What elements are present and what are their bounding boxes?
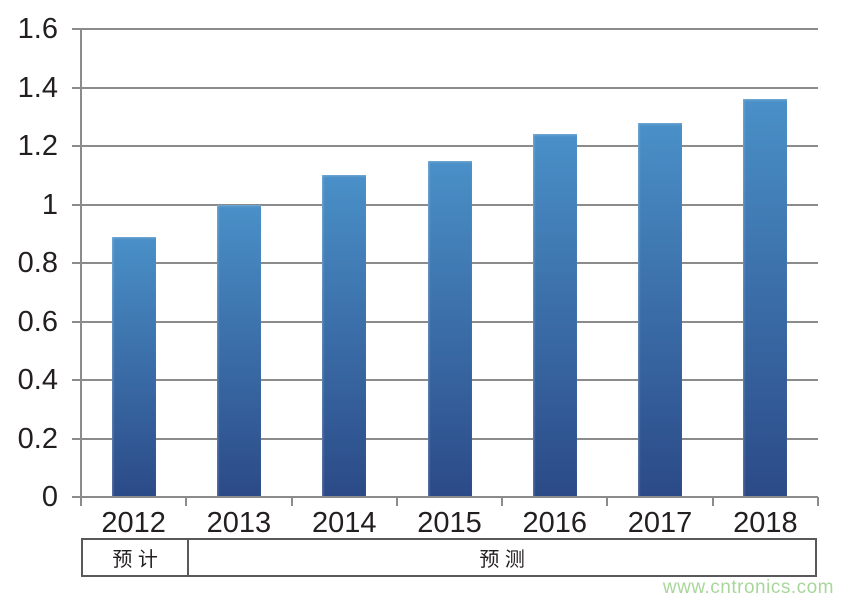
- x-axis-tick: [395, 497, 398, 506]
- x-axis-tick-label: 2014: [311, 507, 377, 539]
- y-axis-tick-label: 1: [41, 188, 58, 221]
- period-cell: 预计: [112, 549, 164, 571]
- x-axis-tick-label: 2013: [206, 507, 272, 539]
- x-axis-tick-label: 2016: [522, 507, 588, 539]
- gridline-y-0: [72, 496, 818, 498]
- gridline-y-1.6: [72, 28, 818, 30]
- x-axis-tick-label: 2018: [733, 507, 798, 539]
- x-axis-tick: [290, 497, 293, 506]
- x-axis-tick-label: 2015: [417, 507, 482, 539]
- x-axis-tick-label: 2012: [101, 507, 166, 539]
- y-axis-tick-label: 0: [41, 481, 58, 513]
- x-axis-tick: [501, 497, 504, 506]
- y-axis-tick-label: 0.2: [17, 422, 58, 455]
- x-axis-tick: [185, 497, 188, 506]
- x-axis-tick: [817, 497, 819, 506]
- y-axis-tick-label: 1.4: [17, 71, 58, 104]
- y-axis-tick-label: 0.4: [17, 364, 58, 396]
- bar-2018: [743, 99, 788, 497]
- y-axis-tick-label: 0.6: [17, 305, 58, 338]
- period-cell: 预测: [187, 540, 815, 575]
- gridline-y-1.2: [72, 145, 818, 147]
- bar-2017: [638, 122, 683, 497]
- bar-2013: [216, 204, 261, 497]
- bar-2015: [427, 160, 472, 497]
- x-axis-tick-label: 2017: [627, 507, 693, 539]
- bar-2016: [532, 134, 577, 497]
- x-axis-tick: [606, 497, 609, 506]
- y-axis-tick-label: 0.8: [17, 247, 58, 279]
- bar-2012: [111, 236, 156, 497]
- watermark: www.cntronics.com: [662, 577, 834, 598]
- y-axis-line: [80, 29, 82, 506]
- bar-2014: [322, 175, 367, 497]
- gridline-y-1.4: [72, 86, 818, 89]
- y-axis-tick-label: 1.6: [17, 13, 58, 45]
- period-annotation-table: 预计 预测: [81, 538, 817, 577]
- x-axis-tick: [80, 497, 82, 506]
- x-axis-tick: [711, 497, 714, 506]
- y-axis-tick-label: 1.2: [17, 130, 58, 162]
